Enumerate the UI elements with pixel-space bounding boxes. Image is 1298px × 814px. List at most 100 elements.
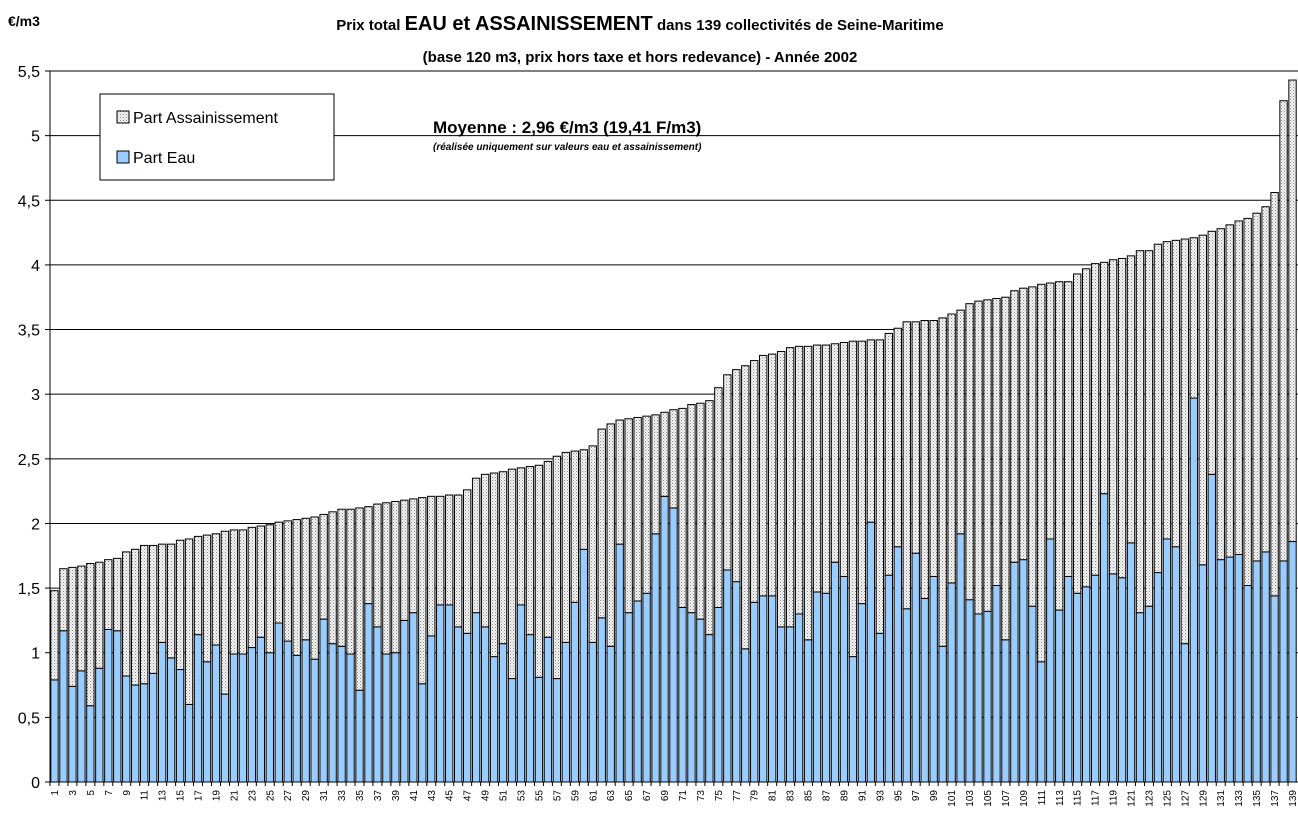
- bar-segment: [148, 544, 158, 674]
- x-tick-label: 131: [1216, 790, 1227, 807]
- bar-segment: [597, 428, 606, 619]
- x-tick-label: 27: [283, 790, 294, 802]
- bar-segment: [732, 369, 741, 583]
- bar-segment: [471, 477, 481, 614]
- bar-segment: [131, 684, 140, 783]
- bar-segment: [59, 630, 68, 783]
- bar-segment: [884, 574, 893, 783]
- bar-segment: [184, 538, 194, 705]
- x-tick-label: 33: [337, 790, 348, 802]
- bar-segment: [454, 626, 463, 783]
- y-tick-label: 4: [31, 258, 40, 275]
- bar-segment: [615, 419, 624, 545]
- bar-segment: [570, 450, 580, 603]
- bar-segment: [1261, 551, 1270, 783]
- bar-segment: [1001, 639, 1010, 783]
- bar-segment: [803, 639, 813, 783]
- x-tick-label: 125: [1162, 790, 1173, 807]
- bar-segment: [1019, 287, 1028, 561]
- bar-segment: [920, 319, 929, 599]
- bar-segment: [812, 591, 822, 783]
- bar-segment: [1288, 541, 1297, 783]
- bar-segment: [516, 604, 526, 783]
- bar-segment: [1171, 239, 1181, 548]
- x-tick-label: 57: [552, 790, 563, 802]
- bar-segment: [274, 622, 283, 783]
- bar-segment: [1144, 605, 1154, 783]
- x-tick-label: 93: [875, 790, 886, 802]
- bar-segment: [445, 494, 454, 606]
- bar-segment: [759, 354, 768, 597]
- y-tick-label: 5: [31, 129, 40, 146]
- bar-segment: [525, 634, 535, 783]
- bar-segment: [229, 653, 239, 783]
- bar-segment: [687, 612, 696, 783]
- legend: Part Assainissement Part Eau: [99, 93, 335, 181]
- bar-segment: [418, 497, 427, 685]
- bar-segment: [1037, 661, 1046, 783]
- x-tick-label: 37: [373, 790, 384, 802]
- bar-segment: [579, 548, 588, 783]
- bar-segment: [1279, 100, 1288, 562]
- bar-segment: [660, 495, 669, 783]
- bar-segment: [427, 495, 436, 637]
- annotation-note: (réalisée uniquement sur valeurs eau et …: [433, 142, 702, 153]
- bar-segment: [1225, 224, 1234, 558]
- bar-segment: [1117, 257, 1127, 579]
- bar-segment: [328, 643, 337, 783]
- x-tick-label: 5: [86, 790, 97, 796]
- bar-segment: [256, 636, 266, 783]
- y-tick-label: 3: [31, 387, 40, 404]
- bar-segment: [1234, 553, 1243, 783]
- bar-segment: [794, 613, 804, 783]
- bar-segment: [633, 600, 642, 783]
- bar-segment: [983, 610, 992, 783]
- bar-segment: [462, 489, 472, 634]
- bar-segment: [1037, 283, 1046, 663]
- x-tick-label: 111: [1037, 790, 1048, 806]
- x-tick-label: 113: [1055, 790, 1066, 806]
- x-tick-label: 105: [983, 790, 994, 807]
- bar-segment: [193, 634, 203, 783]
- y-tick-label: 0: [31, 775, 40, 792]
- bar-segment: [1073, 273, 1082, 594]
- bar-segment: [543, 636, 553, 783]
- x-tick-label: 39: [391, 790, 402, 802]
- x-tick-label: 89: [839, 790, 850, 802]
- bar-segment: [409, 498, 418, 614]
- x-tick-label: 41: [409, 790, 420, 802]
- bar-segment: [436, 495, 445, 606]
- bar-segment: [525, 466, 535, 636]
- bar-segment: [732, 581, 741, 783]
- bar-segment: [175, 669, 185, 783]
- x-tick-label: 1: [50, 790, 61, 796]
- bar-segment: [1216, 228, 1225, 561]
- bar-segment: [462, 632, 472, 783]
- x-tick-label: 11: [140, 790, 151, 801]
- bar-segment: [534, 464, 544, 678]
- bar-segment: [624, 612, 633, 783]
- bar-segment: [355, 689, 364, 783]
- bar-segment: [148, 672, 158, 783]
- x-tick-label: 75: [714, 790, 725, 802]
- bar-segment: [193, 535, 203, 636]
- x-tick-label: 67: [642, 790, 653, 802]
- bar-segment: [211, 644, 221, 783]
- bar-segment: [382, 502, 391, 655]
- x-tick-label: 79: [750, 790, 761, 802]
- x-tick-label: 85: [804, 790, 815, 802]
- bar-segment: [1001, 296, 1010, 641]
- bar-segment: [1198, 564, 1207, 783]
- bar-segment: [1135, 250, 1145, 614]
- bar-segment: [696, 618, 705, 783]
- bar-segment: [346, 653, 355, 783]
- bar-segment: [767, 595, 777, 783]
- bar-segment: [884, 332, 893, 576]
- bar-segment: [1055, 281, 1064, 611]
- bar-segment: [1225, 556, 1234, 783]
- bar-segment: [131, 548, 140, 686]
- legend-swatch: [116, 110, 130, 124]
- x-tick-label: 15: [176, 790, 187, 802]
- bar-segment: [50, 679, 59, 783]
- bar-segment: [1216, 559, 1225, 783]
